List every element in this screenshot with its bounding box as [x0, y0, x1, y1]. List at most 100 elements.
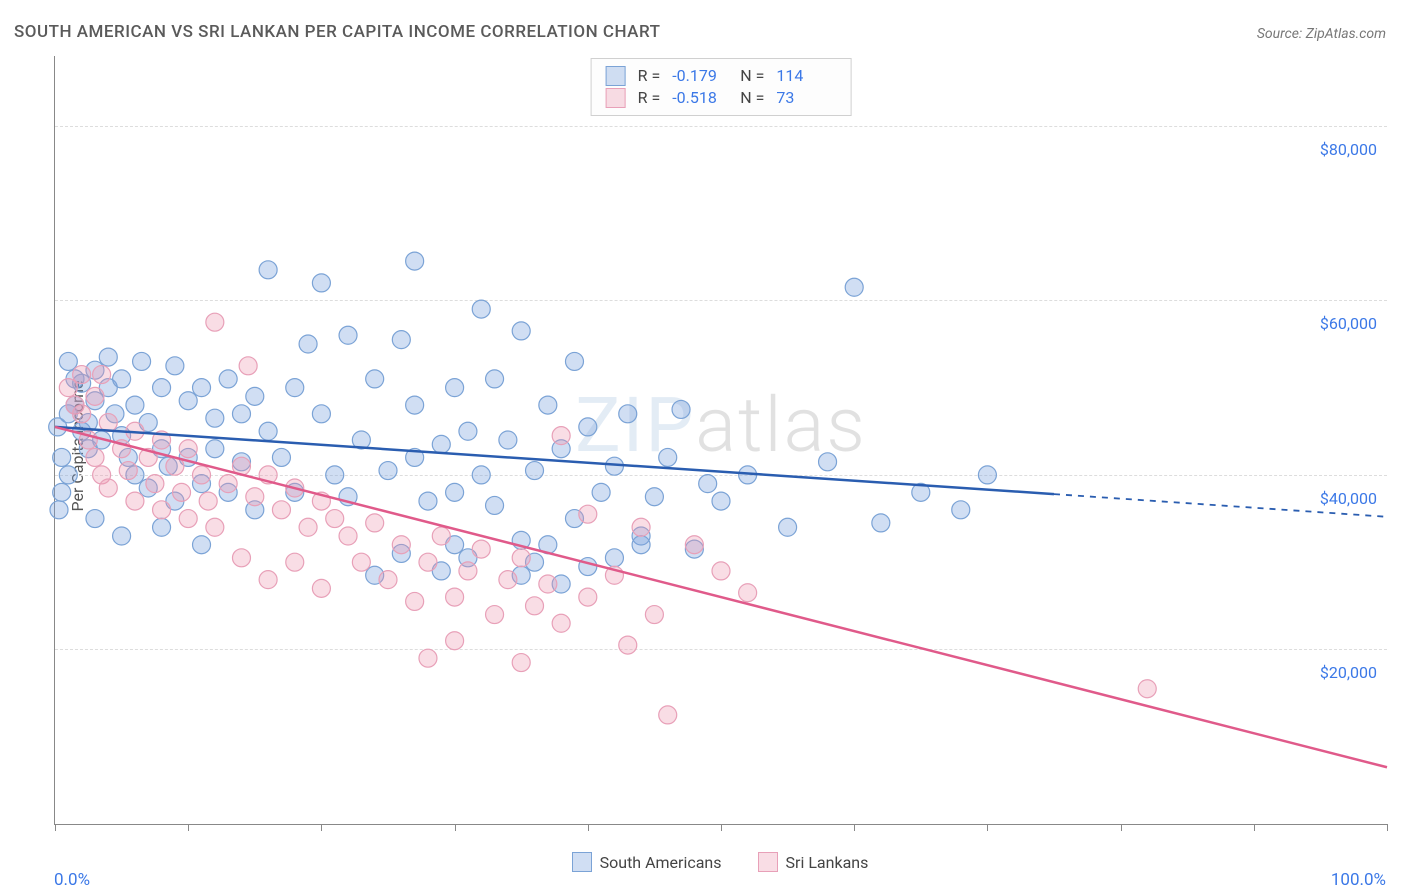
scatter-point [93, 366, 111, 384]
scatter-point [272, 448, 290, 466]
scatter-point [59, 466, 77, 484]
scatter-point [73, 405, 91, 423]
scatter-point [193, 536, 211, 554]
scatter-point [499, 431, 517, 449]
scatter-point [199, 492, 217, 510]
scatter-point [206, 518, 224, 536]
x-tick [1387, 824, 1388, 831]
scatter-point [446, 632, 464, 650]
scatter-point [699, 475, 717, 493]
scatter-point [845, 278, 863, 296]
scatter-point [219, 475, 237, 493]
scatter-point [499, 571, 517, 589]
stats-r-label: R = [638, 65, 661, 87]
x-tick [321, 824, 322, 831]
scatter-point [259, 261, 277, 279]
stats-n-label: N = [740, 87, 764, 109]
scatter-point [526, 462, 544, 480]
scatter-point [113, 370, 131, 388]
legend-swatch [572, 852, 592, 872]
scatter-point [779, 518, 797, 536]
scatter-point [126, 396, 144, 414]
scatter-point [406, 252, 424, 270]
scatter-point [446, 588, 464, 606]
scatter-point [872, 514, 890, 532]
scatter-point [432, 527, 450, 545]
scatter-point [259, 422, 277, 440]
scatter-point [59, 379, 77, 397]
chart-title: SOUTH AMERICAN VS SRI LANKAN PER CAPITA … [14, 22, 660, 42]
scatter-point [153, 518, 171, 536]
scatter-point [99, 479, 117, 497]
scatter-point [326, 510, 344, 528]
x-tick [721, 824, 722, 831]
scatter-point [659, 706, 677, 724]
stats-r-label: R = [638, 87, 661, 109]
scatter-point [133, 352, 151, 370]
scatter-point [419, 492, 437, 510]
scatter-point [539, 575, 557, 593]
x-tick [1121, 824, 1122, 831]
stats-row: R =-0.179N =114 [606, 65, 833, 87]
scatter-point [126, 492, 144, 510]
scatter-point [219, 370, 237, 388]
x-tick [1254, 824, 1255, 831]
scatter-point [99, 348, 117, 366]
x-tick [455, 824, 456, 831]
scatter-point [379, 571, 397, 589]
scatter-point [206, 313, 224, 331]
scatter-point [619, 405, 637, 423]
scatter-point [419, 649, 437, 667]
scatter-point [819, 453, 837, 471]
scatter-point [206, 440, 224, 458]
scatter-point [312, 274, 330, 292]
plot-area: ZIPatlas R =-0.179N =114R =-0.518N =73 $… [54, 56, 1387, 825]
scatter-point [259, 571, 277, 589]
x-tick [987, 824, 988, 831]
scatter-point [50, 501, 68, 519]
scatter-point [579, 505, 597, 523]
stats-box: R =-0.179N =114R =-0.518N =73 [591, 58, 852, 116]
scatter-point [1138, 680, 1156, 698]
scatter-point [512, 654, 530, 672]
source-label: Source: ZipAtlas.com [1257, 26, 1386, 42]
scatter-point [432, 435, 450, 453]
scatter-point [539, 396, 557, 414]
scatter-point [312, 405, 330, 423]
legend-swatch [758, 852, 778, 872]
scatter-point [86, 448, 104, 466]
scatter-point [712, 492, 730, 510]
scatter-point [286, 553, 304, 571]
scatter-point [552, 614, 570, 632]
scatter-point [472, 466, 490, 484]
y-tick-label: $40,000 [1320, 489, 1389, 508]
legend-label: South Americans [600, 853, 722, 872]
scatter-point [712, 562, 730, 580]
scatter-point [246, 387, 264, 405]
scatter-point [179, 510, 197, 528]
stats-r-value: -0.179 [672, 65, 728, 87]
scatter-point [579, 588, 597, 606]
plot-svg [55, 56, 1387, 824]
legend-item: Sri Lankans [758, 852, 869, 872]
scatter-point [486, 606, 504, 624]
scatter-point [659, 448, 677, 466]
regression-line [55, 427, 1387, 767]
scatter-point [459, 422, 477, 440]
scatter-point [472, 300, 490, 318]
scatter-point [592, 483, 610, 501]
x-tick [854, 824, 855, 831]
stats-n-value: 114 [776, 65, 832, 87]
scatter-point [113, 527, 131, 545]
y-tick-label: $60,000 [1320, 314, 1389, 333]
scatter-point [352, 553, 370, 571]
scatter-point [632, 518, 650, 536]
scatter-point [952, 501, 970, 519]
scatter-point [366, 370, 384, 388]
scatter-point [486, 496, 504, 514]
scatter-point [552, 427, 570, 445]
scatter-point [146, 475, 164, 493]
scatter-point [978, 466, 996, 484]
scatter-point [339, 527, 357, 545]
scatter-point [366, 514, 384, 532]
